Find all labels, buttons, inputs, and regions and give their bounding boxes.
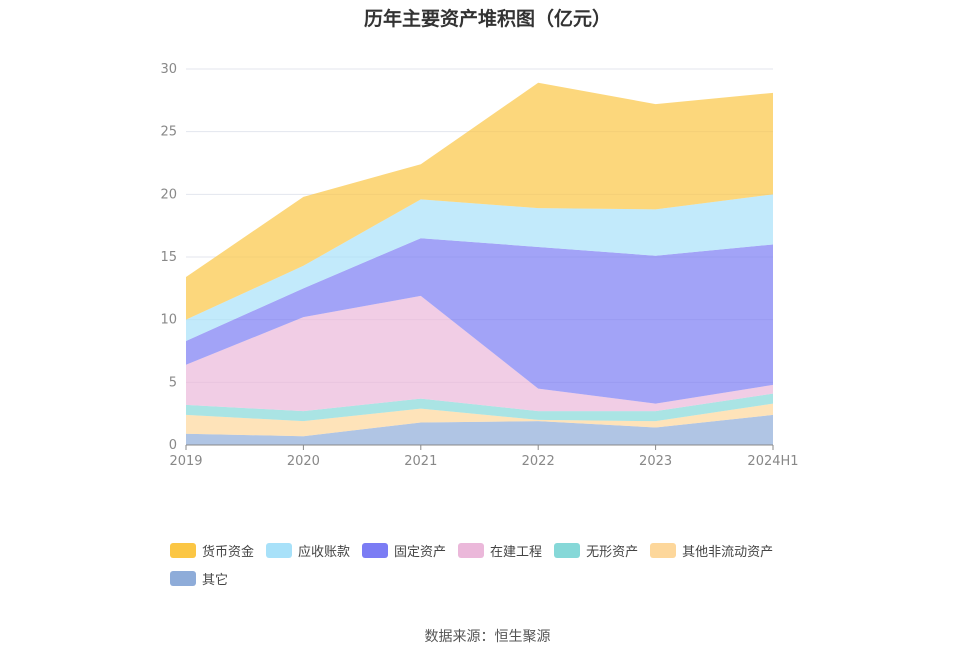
y-tick-label-20: 20 (160, 187, 177, 202)
legend-item-0[interactable]: 货币资金 (170, 541, 255, 560)
legend-label: 在建工程 (490, 544, 543, 560)
stacked-area-chart: 0 5 10 15 20 25 30 2019 2020 2021 2022 2023 2024H1 (160, 62, 798, 469)
y-tick-label-0: 0 (169, 438, 177, 453)
legend-label: 固定资产 (394, 544, 447, 560)
area-series-3 (186, 295, 773, 412)
x-tick-label-2022: 2022 (522, 454, 555, 469)
y-tick-label-15: 15 (160, 250, 177, 265)
x-tick-label-2019: 2019 (169, 454, 202, 469)
y-tick-label-5: 5 (169, 375, 177, 390)
area-series-2 (186, 393, 773, 422)
legend-item-5[interactable]: 其他非流动资产 (650, 541, 774, 560)
legend-item-3[interactable]: 在建工程 (458, 541, 543, 560)
area-series-0 (186, 414, 773, 445)
legend-swatch (650, 542, 677, 558)
area-series-1 (186, 403, 773, 437)
area-series-4 (186, 238, 773, 404)
legend-label: 其它 (202, 572, 229, 588)
legend-label: 其他非流动资产 (682, 544, 774, 560)
legend-swatch (170, 542, 196, 558)
area-series-5 (186, 194, 773, 341)
legend-swatch (362, 542, 389, 558)
legend-label: 应收账款 (298, 544, 351, 560)
x-tick-label-2020: 2020 (287, 454, 320, 469)
y-tick-label-30: 30 (160, 62, 177, 77)
legend-label: 货币资金 (202, 544, 255, 560)
area-series-6 (186, 82, 773, 320)
legend-item-4[interactable]: 无形资产 (554, 541, 639, 560)
legend-swatch (266, 542, 293, 558)
legend-item-1[interactable]: 应收账款 (266, 541, 351, 560)
x-tick-label-2024H1: 2024H1 (747, 454, 798, 469)
legend-item-2[interactable]: 固定资产 (362, 541, 447, 560)
chart-legend: 货币资金 应收账款 固定资产 在建工程 无形资产 其他非流动资产其它 (170, 541, 830, 588)
legend-swatch (170, 570, 196, 586)
data-source: 数据来源：恒生聚源 (424, 629, 551, 645)
chart-title: 历年主要资产堆积图（亿元） (363, 8, 611, 30)
x-tick-label-2023: 2023 (639, 454, 672, 469)
legend-label: 无形资产 (586, 544, 639, 560)
legend-swatch (554, 542, 581, 558)
legend-swatch (458, 542, 485, 558)
y-tick-label-25: 25 (160, 125, 177, 140)
legend-item-6[interactable]: 其它 (170, 569, 229, 588)
x-tick-label-2021: 2021 (404, 454, 437, 469)
y-tick-label-10: 10 (160, 313, 177, 328)
